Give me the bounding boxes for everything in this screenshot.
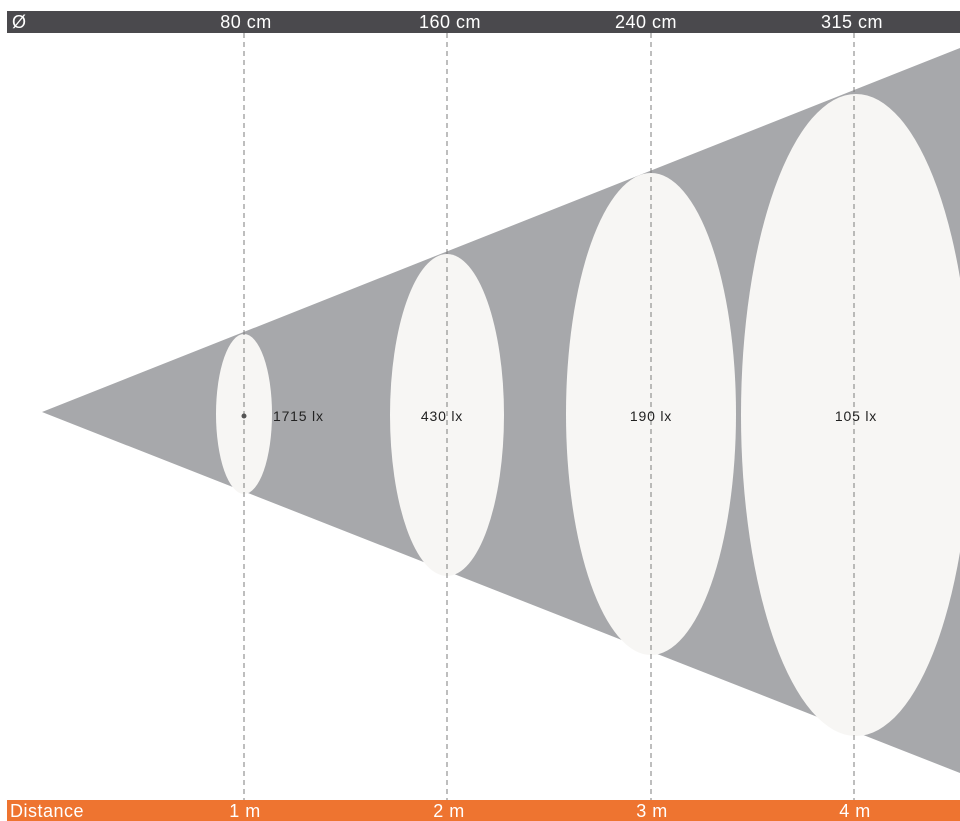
distance-value-4m: 4 m bbox=[839, 801, 871, 821]
illuminance-label-2m: 430 lx bbox=[421, 408, 463, 424]
diameter-value-3m: 240 cm bbox=[614, 12, 678, 32]
diameter-symbol: Ø bbox=[12, 12, 27, 32]
diameter-header-bar: Ø 80 cm 160 cm 240 cm 315 cm bbox=[7, 11, 960, 33]
distance-footer-bar: Distance 1 m 2 m 3 m 4 m bbox=[7, 800, 960, 821]
illuminance-label-4m: 105 lx bbox=[835, 408, 877, 424]
distance-value-2m: 2 m bbox=[433, 801, 465, 821]
light-spot-4m bbox=[741, 94, 960, 736]
illuminance-label-1m: 1715 lx bbox=[273, 408, 324, 424]
distance-value-3m: 3 m bbox=[636, 801, 668, 821]
distance-value-1m: 1 m bbox=[229, 801, 261, 821]
diameter-value-1m: 80 cm bbox=[220, 12, 272, 32]
illuminance-label-3m: 190 lx bbox=[630, 408, 672, 424]
beam-center-dot bbox=[241, 413, 247, 419]
diameter-value-2m: 160 cm bbox=[418, 12, 482, 32]
distance-label: Distance bbox=[10, 801, 85, 821]
diameter-value-4m: 315 cm bbox=[820, 12, 884, 32]
